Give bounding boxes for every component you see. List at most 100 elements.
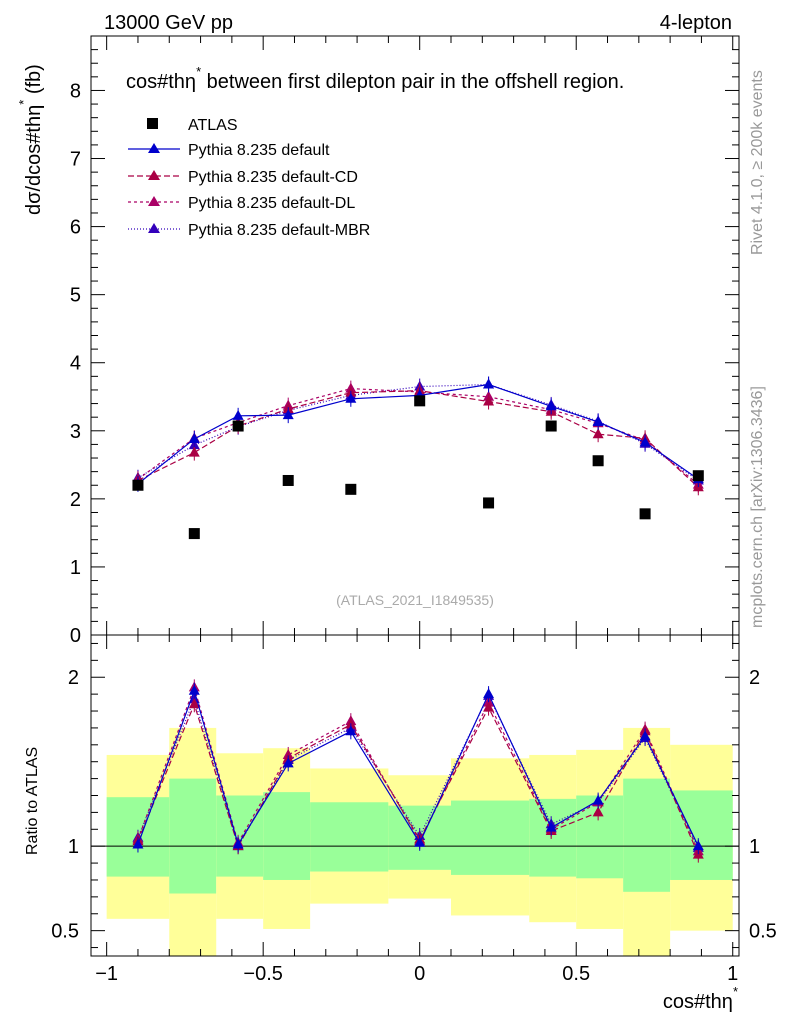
ratio-x-tick-label: −1 bbox=[95, 963, 118, 985]
main-series-0-point bbox=[188, 432, 200, 443]
ratio-y-tick-label-right: 0.5 bbox=[749, 921, 777, 943]
legend-entry-dl: Pythia 8.235 default-DL bbox=[128, 195, 355, 212]
ratio-y-tick-label-right: 1 bbox=[749, 836, 760, 858]
x-label-sup: * bbox=[733, 984, 738, 999]
ratio-series-0-point bbox=[188, 684, 200, 695]
main-series-0-point bbox=[232, 409, 244, 420]
ratio-green-band bbox=[263, 792, 311, 880]
main-y-tick-label: 7 bbox=[70, 149, 81, 171]
ratio-series-0-point bbox=[345, 725, 357, 736]
chart-title-rest: between first dilepton pair in the offsh… bbox=[201, 71, 624, 93]
legend-entry-cd: Pythia 8.235 default-CD bbox=[128, 169, 358, 186]
ratio-y-tick-label-right: 2 bbox=[749, 667, 760, 689]
legend-dl-label: Pythia 8.235 default-DL bbox=[188, 195, 355, 212]
ratio-green-band bbox=[169, 778, 217, 894]
ratio-y-tick-label: 2 bbox=[68, 667, 79, 689]
main-y-axis-label: dσ/dcos#thη* (fb) bbox=[16, 64, 45, 215]
main-y-label-sup: * bbox=[16, 100, 31, 105]
ratio-x-axis: −1 −0.5 0 0.5 1 bbox=[95, 635, 738, 985]
main-series-1-point bbox=[188, 446, 200, 457]
ratio-series-1-line bbox=[137, 702, 699, 855]
main-y-tick-label: 0 bbox=[70, 625, 81, 647]
main-y-label-main: dσ/dcos#thη bbox=[23, 105, 45, 215]
main-y-tick-label: 6 bbox=[70, 217, 81, 239]
ratio-series-0-point bbox=[483, 688, 495, 699]
main-y-tick-label: 1 bbox=[70, 557, 81, 579]
ratio-series-0-point bbox=[639, 730, 651, 741]
ratio-series-1-point bbox=[483, 701, 495, 712]
main-series-3-line bbox=[137, 383, 699, 481]
legend-entry-mbr: Pythia 8.235 default-MBR bbox=[128, 222, 370, 239]
ratio-series-0-point bbox=[282, 757, 294, 768]
ratio-y-tick-label: 1 bbox=[68, 836, 79, 858]
main-y-axis: 0 1 2 3 4 5 6 7 8 bbox=[70, 35, 739, 647]
ratio-x-tick-label: −0.5 bbox=[243, 963, 282, 985]
ratio-series-0-point bbox=[132, 838, 144, 849]
legend-default-marker bbox=[148, 143, 160, 153]
legend-cd-marker bbox=[148, 170, 160, 180]
ratio-y-axis-label: Ratio to ATLAS bbox=[24, 747, 41, 855]
ratio-green-band bbox=[451, 800, 530, 875]
legend-dl-marker bbox=[148, 196, 160, 206]
main-series-0-point bbox=[483, 378, 495, 389]
channel-label: 4-lepton bbox=[660, 12, 732, 34]
main-y-tick-label: 4 bbox=[70, 353, 81, 375]
main-y-tick-label: 8 bbox=[70, 80, 81, 102]
main-series-group bbox=[132, 376, 704, 496]
chart-title: cos#thη* between first dilepton pair in … bbox=[126, 64, 624, 93]
ratio-series-0-point bbox=[692, 840, 704, 851]
legend-mbr-marker bbox=[148, 223, 160, 233]
analysis-watermark: (ATLAS_2021_I1849535) bbox=[336, 592, 494, 608]
main-series-0-point bbox=[282, 409, 294, 420]
ratio-series-0-point bbox=[414, 836, 426, 847]
main-series-1-point bbox=[592, 428, 604, 439]
ratio-y-tick-label: 0.5 bbox=[51, 921, 79, 943]
ratio-uncertainty-bands bbox=[91, 727, 739, 956]
beam-label: 13000 GeV pp bbox=[104, 12, 233, 34]
atlas-data-point bbox=[545, 420, 557, 432]
main-y-tick-label: 3 bbox=[70, 421, 81, 443]
x-axis-label: cos#thη* bbox=[663, 984, 738, 1013]
main-x-ticks bbox=[106, 36, 734, 635]
atlas-data-point bbox=[132, 479, 144, 491]
legend-mbr-label: Pythia 8.235 default-MBR bbox=[188, 222, 370, 239]
atlas-data-point bbox=[188, 528, 200, 540]
x-label-main: cos#thη bbox=[663, 991, 733, 1013]
main-y-tick-label: 5 bbox=[70, 285, 81, 307]
legend-cd-label: Pythia 8.235 default-CD bbox=[188, 169, 358, 186]
atlas-data-point bbox=[232, 420, 244, 432]
ratio-green-band bbox=[529, 798, 577, 877]
legend-atlas-label: ATLAS bbox=[188, 117, 238, 134]
legend-atlas-marker bbox=[147, 118, 158, 129]
atlas-data-point bbox=[414, 395, 426, 407]
legend: ATLAS Pythia 8.235 default Pythia 8.235 … bbox=[128, 117, 370, 239]
legend-entry-default: Pythia 8.235 default bbox=[128, 142, 330, 159]
ratio-x-tick-label: 1 bbox=[727, 963, 738, 985]
main-series-0-point bbox=[345, 392, 357, 403]
ratio-y-axis: 0.5 0.5 1 1 2 2 bbox=[51, 642, 777, 949]
atlas-data-point bbox=[483, 497, 495, 509]
ratio-series-0-point bbox=[232, 838, 244, 849]
rivet-version-label: Rivet 4.1.0, ≥ 200k events bbox=[749, 70, 766, 255]
ratio-series-0-point bbox=[545, 821, 557, 832]
atlas-data-point bbox=[282, 474, 294, 486]
legend-default-label: Pythia 8.235 default bbox=[188, 142, 330, 159]
ratio-green-band bbox=[670, 790, 733, 880]
main-series-0-point bbox=[545, 400, 557, 411]
ratio-series-1-point bbox=[592, 806, 604, 817]
ratio-panel: 0.5 0.5 1 1 2 2 −1 −0.5 0 0.5 1 Ratio to ATLAS co… bbox=[24, 634, 777, 1013]
atlas-data-points bbox=[132, 395, 704, 540]
atlas-data-point bbox=[639, 508, 651, 520]
ratio-green-band bbox=[216, 795, 264, 877]
main-y-label-rest: (fb) bbox=[23, 64, 45, 100]
ratio-green-band bbox=[623, 778, 671, 892]
atlas-data-point bbox=[592, 455, 604, 467]
ratio-series-group bbox=[132, 679, 704, 863]
chart-title-sup: * bbox=[196, 64, 201, 79]
ratio-series-0-point bbox=[592, 794, 604, 805]
main-series-0-point bbox=[639, 436, 651, 447]
ratio-green-band bbox=[576, 795, 624, 879]
ratio-x-tick-label: 0 bbox=[414, 963, 425, 985]
